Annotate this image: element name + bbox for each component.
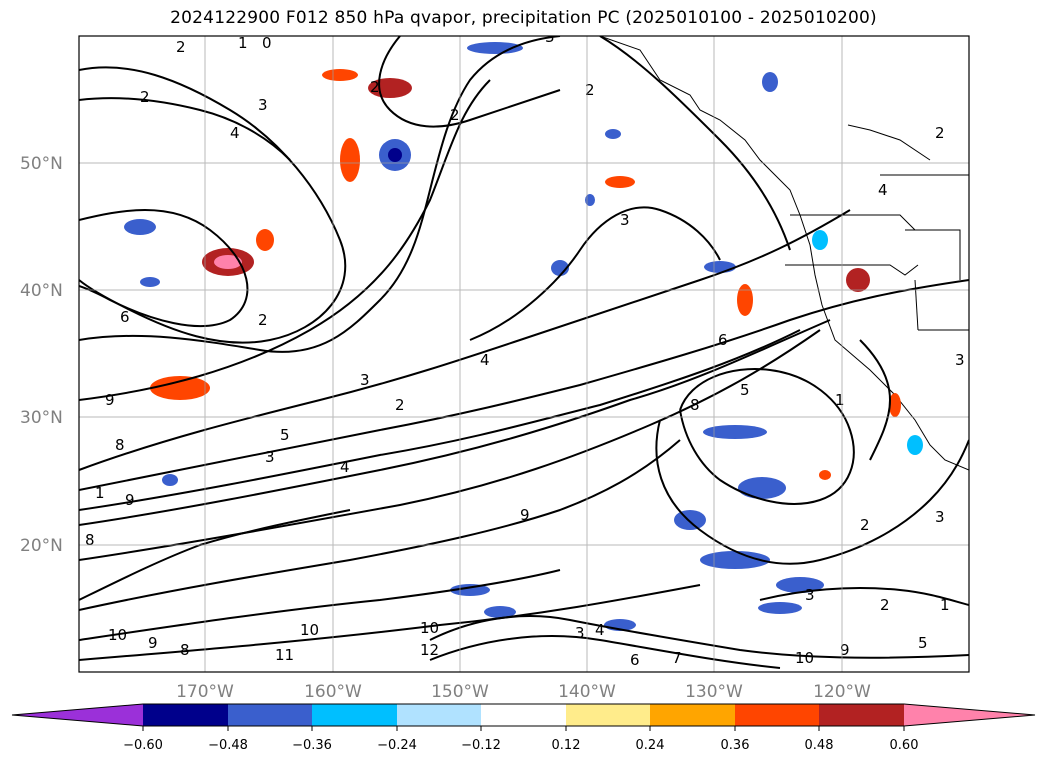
colorbar-tick-label: −0.48: [208, 738, 248, 753]
contour-label: 10: [108, 626, 127, 644]
colorbar-tick-label: 0.24: [636, 738, 665, 753]
colorbar-segment: [735, 704, 819, 726]
plot-background: [79, 36, 969, 672]
contour-label: 8: [85, 531, 95, 549]
contour-label: 4: [230, 124, 240, 142]
contour-label: 2: [370, 78, 380, 96]
contour-label: 1: [835, 391, 845, 409]
contour-label: 1: [940, 596, 950, 614]
contour-label: 3: [258, 96, 268, 114]
contour-label: 2: [585, 81, 595, 99]
colorbar-tick-label: −0.12: [461, 738, 501, 753]
lon-label-130w: 130°W: [685, 682, 743, 702]
contour-label: 10: [300, 621, 319, 639]
contour-label: 1: [238, 34, 248, 52]
lon-label-170w: 170°W: [176, 682, 234, 702]
colorbar-tick-label: 0.36: [721, 738, 750, 753]
contour-label: 2: [395, 396, 405, 414]
contour-label: 0: [262, 34, 272, 52]
contour-label: 3: [265, 448, 275, 466]
contour-label: 3: [620, 211, 630, 229]
contour-label: 8: [115, 436, 125, 454]
lon-label-160w: 160°W: [304, 682, 362, 702]
contour-label: 2: [860, 516, 870, 534]
colorbar-tick-label: 0.12: [552, 738, 581, 753]
contour-label: 11: [275, 646, 294, 664]
map-content: 2 1 0 3 2 4 2 2 3 2 3 6 2 4 3 2 9 8 5 4 …: [79, 28, 969, 672]
colorbar-tick-label: −0.24: [377, 738, 417, 753]
lat-label-40n: 40°N: [20, 281, 63, 301]
contour-label: 6: [630, 651, 640, 669]
contour-label: 10: [420, 619, 439, 637]
contour-label: 3: [935, 508, 945, 526]
contour-label: 9: [148, 634, 158, 652]
contour-label: 4: [340, 458, 350, 476]
lat-label-20n: 20°N: [20, 536, 63, 556]
contour-label: 3: [805, 586, 815, 604]
contour-label: 5: [280, 426, 290, 444]
contour-label: 9: [105, 391, 115, 409]
colorbar-segment: [228, 704, 312, 726]
lat-label-30n: 30°N: [20, 408, 63, 428]
contour-label: 3: [545, 28, 555, 46]
lon-label-140w: 140°W: [558, 682, 616, 702]
colorbar-extend-high: [904, 704, 1035, 726]
contour-label: 10: [795, 649, 814, 667]
contour-label: 3: [360, 371, 370, 389]
coastline: [599, 36, 969, 471]
colorbar-tick-label: 0.48: [805, 738, 834, 753]
colorbar-segment: [397, 704, 481, 726]
map-title: 2024122900 F012 850 hPa qvapor, precipit…: [170, 8, 877, 28]
contour-label: 5: [740, 381, 750, 399]
contour-label: 2: [176, 38, 186, 56]
contour-label: 2: [258, 311, 268, 329]
contour-label: 2: [880, 596, 890, 614]
plot-frame: [78, 35, 970, 673]
contour-label: 9: [520, 506, 530, 524]
contour-label: 2: [140, 88, 150, 106]
colorbar: −0.60 −0.48 −0.36 −0.24 −0.12 0.12 0.24 …: [11, 703, 1036, 753]
gridlines: [79, 36, 969, 672]
lon-label-150w: 150°W: [431, 682, 489, 702]
contour-label: 6: [718, 331, 728, 349]
contour-label: 6: [120, 308, 130, 326]
contour-label: 7: [672, 649, 682, 667]
contour-label: 9: [125, 491, 135, 509]
qvapor-contours: [79, 36, 969, 669]
lat-label-50n: 50°N: [20, 154, 63, 174]
contour-label: 4: [480, 351, 490, 369]
precip-shading: [124, 42, 923, 631]
contour-label: 3: [955, 351, 965, 369]
colorbar-segment: [650, 704, 735, 726]
colorbar-segment: [566, 704, 650, 726]
contour-label: 3: [575, 624, 585, 642]
lon-label-120w: 120°W: [813, 682, 871, 702]
contour-label: 1: [95, 484, 105, 502]
colorbar-segment: [312, 704, 397, 726]
contour-label: 12: [420, 641, 439, 659]
contour-label: 4: [595, 621, 605, 639]
colorbar-extend-low: [12, 704, 143, 726]
contour-label: 2: [450, 106, 460, 124]
contour-label: 8: [690, 396, 700, 414]
colorbar-segment: [143, 704, 228, 726]
colorbar-segment: [819, 704, 904, 726]
contour-label: 4: [878, 181, 888, 199]
colorbar-segment: [481, 704, 566, 726]
contour-labels: 2 1 0 3 2 4 2 2 3 2 3 6 2 4 3 2 9 8 5 4 …: [85, 28, 965, 669]
colorbar-tick-label: 0.60: [890, 738, 919, 753]
contour-label: 8: [180, 641, 190, 659]
colorbar-tick-label: −0.60: [123, 738, 163, 753]
colorbar-tick-label: −0.36: [292, 738, 332, 753]
contour-label: 2: [935, 124, 945, 142]
contour-label: 9: [840, 641, 850, 659]
contour-label: 5: [918, 634, 928, 652]
